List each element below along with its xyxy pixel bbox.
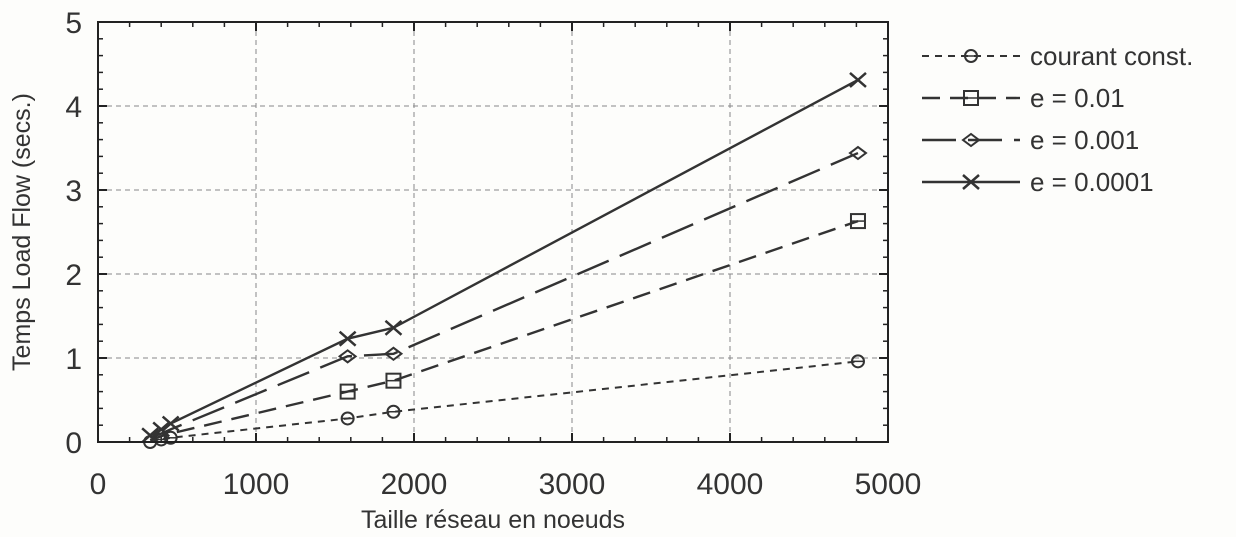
- y-tick-label: 2: [65, 259, 82, 292]
- y-axis-label: Temps Load Flow (secs.): [8, 93, 36, 371]
- series-cross-marker: [338, 330, 357, 347]
- y-tick-label: 0: [65, 427, 82, 460]
- series-cross-marker: [161, 415, 180, 432]
- legend-label: e = 0.001: [1030, 125, 1139, 155]
- series-lines: [141, 72, 868, 449]
- x-tick-label: 0: [90, 468, 107, 501]
- series-diamond-marker: [337, 349, 358, 364]
- tick-labels: 0 1000 2000 3000 4000 5000 0 1 2 3 4 5: [65, 7, 921, 501]
- x-tick-label: 2000: [381, 468, 448, 501]
- legend-label: e = 0.01: [1030, 83, 1125, 113]
- legend: courant const. e = 0.01 e = 0.001 e = 0.000…: [922, 41, 1193, 197]
- series-cross-marker: [849, 72, 867, 88]
- series-diamond-marker: [383, 346, 404, 362]
- series-diamond-line: [149, 151, 859, 439]
- y-tick-label: 4: [65, 91, 82, 124]
- legend-marker: [962, 174, 980, 190]
- series-square-line: [149, 219, 859, 442]
- plot-frame: [97, 21, 889, 443]
- x-tick-label: 3000: [539, 468, 606, 501]
- series-diamond: [149, 145, 868, 439]
- series-cross-marker: [384, 319, 403, 336]
- series-circle-line: [149, 360, 859, 443]
- series-cross: [141, 72, 867, 444]
- series-cross-marker: [152, 421, 171, 438]
- y-tick-label: 5: [65, 7, 82, 40]
- x-tick-label: 1000: [223, 468, 290, 501]
- legend-marker: [961, 132, 981, 148]
- legend-label: courant const.: [1030, 41, 1193, 71]
- x-axis-label: Taille réseau en noeuds: [361, 506, 625, 534]
- legend-label: e = 0.0001: [1030, 167, 1154, 197]
- y-tick-label: 3: [65, 175, 82, 208]
- series-cross-marker: [141, 427, 159, 444]
- series-square: [149, 213, 866, 442]
- y-tick-label: 1: [65, 343, 82, 376]
- x-tick-label: 5000: [855, 468, 922, 501]
- grid-lines: [98, 22, 888, 442]
- x-tick-label: 4000: [697, 468, 764, 501]
- axis-ticks: [97, 21, 889, 443]
- series-circle: [143, 354, 865, 449]
- series-diamond-marker: [848, 145, 868, 161]
